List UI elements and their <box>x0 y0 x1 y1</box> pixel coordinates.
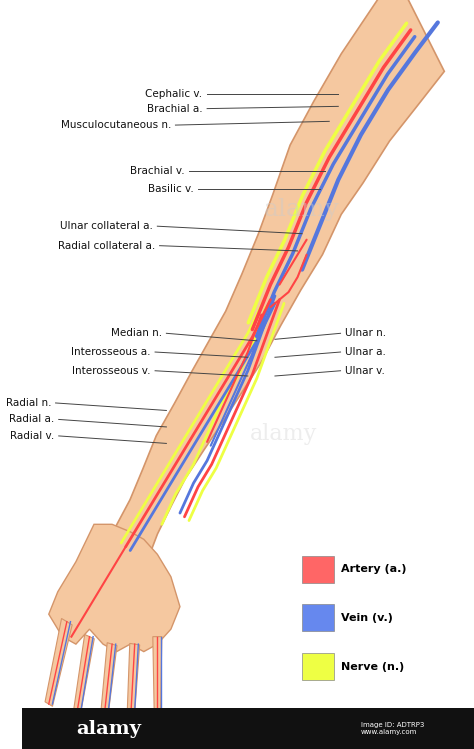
Polygon shape <box>153 637 162 712</box>
FancyBboxPatch shape <box>22 708 474 749</box>
Text: Ulnar n.: Ulnar n. <box>345 328 386 339</box>
Text: Nerve (n.): Nerve (n.) <box>340 661 404 672</box>
Text: Brachial v.: Brachial v. <box>130 166 184 176</box>
Text: Musculocutaneous n.: Musculocutaneous n. <box>61 120 171 130</box>
Text: Median n.: Median n. <box>111 328 162 339</box>
FancyBboxPatch shape <box>302 653 334 680</box>
Text: alamy: alamy <box>264 198 340 221</box>
Text: Artery (a.): Artery (a.) <box>340 564 406 574</box>
Text: Vein (v.): Vein (v.) <box>340 613 392 623</box>
Polygon shape <box>49 524 180 652</box>
Polygon shape <box>100 643 117 727</box>
Text: Image ID: ADTRP3
www.alamy.com: Image ID: ADTRP3 www.alamy.com <box>361 722 424 736</box>
Text: Radial v.: Radial v. <box>10 431 54 441</box>
Text: Basilic v.: Basilic v. <box>148 184 193 194</box>
Text: Radial a.: Radial a. <box>9 414 54 425</box>
FancyBboxPatch shape <box>302 556 334 583</box>
Text: Interosseous a.: Interosseous a. <box>71 347 151 357</box>
Text: alamy: alamy <box>250 423 318 446</box>
Text: Cephalic v.: Cephalic v. <box>146 88 202 99</box>
Polygon shape <box>115 0 444 565</box>
Text: Radial collateral a.: Radial collateral a. <box>58 240 155 251</box>
FancyBboxPatch shape <box>302 604 334 631</box>
Text: Ulnar a.: Ulnar a. <box>345 347 386 357</box>
Text: Ulnar collateral a.: Ulnar collateral a. <box>60 221 153 231</box>
Polygon shape <box>45 619 72 706</box>
Text: alamy: alamy <box>76 720 141 738</box>
Text: Ulnar v.: Ulnar v. <box>345 366 385 376</box>
Text: Interosseous v.: Interosseous v. <box>72 366 151 376</box>
Polygon shape <box>73 634 94 721</box>
Polygon shape <box>127 643 140 727</box>
Text: Brachial a.: Brachial a. <box>147 103 202 114</box>
Text: Radial n.: Radial n. <box>6 398 51 408</box>
